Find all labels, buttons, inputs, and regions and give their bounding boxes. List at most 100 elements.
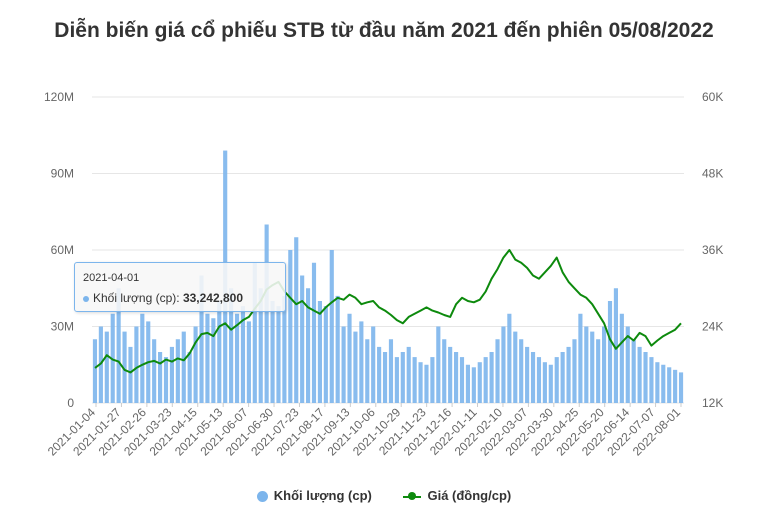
volume-bar (542, 362, 547, 403)
volume-bar (353, 331, 358, 403)
volume-bar (181, 331, 186, 403)
volume-bar (264, 224, 269, 403)
volume-bar (116, 288, 121, 403)
volume-bar (667, 367, 672, 403)
volume-bar (590, 331, 595, 403)
volume-bar (377, 346, 382, 403)
volume-bar (548, 364, 553, 403)
volume-bar (288, 250, 293, 403)
volume-bar (578, 313, 583, 403)
volume-bar (306, 288, 311, 403)
volume-bar (454, 352, 459, 403)
volume-bar (169, 346, 174, 403)
left-tick-label: 90M (51, 167, 74, 181)
volume-bar (459, 357, 465, 403)
legend-item-volume[interactable]: Khối lượng (cp) (256, 488, 372, 504)
volume-bar (519, 339, 524, 403)
right-axis-ticks: 12K 24K 36K 48K 60K (702, 90, 723, 410)
volume-bar (566, 346, 571, 403)
tooltip-label: Khối lượng (cp): (93, 291, 183, 305)
tooltip-date: 2021-04-01 (83, 272, 140, 284)
price-series-line (94, 249, 682, 374)
volume-bar (554, 357, 559, 403)
volume-bar (489, 352, 494, 403)
volume-bar (300, 275, 305, 403)
volume-bar (643, 352, 648, 403)
right-tick-label: 60K (702, 90, 723, 104)
right-tick-label: 24K (702, 320, 723, 334)
volume-bar (442, 339, 447, 403)
volume-bar (418, 362, 423, 403)
volume-bar (347, 313, 352, 403)
volume-bar (388, 339, 394, 403)
volume-bar (448, 346, 453, 403)
volume-bar (525, 346, 530, 403)
legend-price-line-icon (403, 491, 422, 502)
volume-bar (382, 352, 388, 403)
legend-volume-label: Khối lượng (cp) (273, 488, 372, 504)
volume-bar (276, 306, 281, 403)
legend-price-label: Giá (đồng/cp) (427, 488, 512, 504)
volume-bar (163, 357, 169, 403)
volume-bar (430, 357, 435, 403)
volume-bar (282, 295, 287, 403)
right-tick-label: 48K (702, 167, 723, 181)
volume-bar (673, 369, 678, 403)
volume-bar (406, 346, 411, 403)
left-tick-label: 0 (67, 396, 74, 410)
volume-bar (335, 295, 340, 403)
volume-bar (175, 339, 180, 403)
volume-bar (412, 357, 417, 403)
tooltip-row: Khối lượng (cp): 33,242,800 (83, 291, 243, 305)
volume-bar (483, 357, 488, 403)
volume-bar (631, 339, 636, 403)
volume-bar (134, 326, 139, 403)
x-axis-ticks: 2021-01-042021-01-272021-02-262021-03-23… (45, 403, 683, 459)
volume-bar (158, 352, 163, 403)
volume-bar (323, 306, 328, 403)
volume-bar (122, 331, 127, 403)
volume-bar (140, 313, 145, 403)
right-tick-label: 12K (702, 396, 723, 410)
volume-bar (637, 346, 642, 403)
volume-bar (234, 313, 240, 403)
right-tick-label: 36K (702, 243, 723, 257)
volume-bar (465, 364, 470, 403)
volume-bar (193, 326, 198, 403)
volume-bar (371, 326, 376, 403)
tooltip-value: 33,242,800 (182, 291, 243, 305)
volume-bar (246, 321, 251, 403)
volume-bar (258, 288, 263, 403)
volume-bar (317, 301, 322, 403)
left-tick-label: 60M (51, 243, 74, 257)
volume-bar (572, 339, 577, 403)
grid-lines (92, 96, 684, 404)
left-axis-ticks: 0 30M 60M 90M 120M (44, 90, 74, 410)
volume-bar (625, 326, 630, 403)
price-line (94, 249, 682, 374)
volume-bar (400, 352, 405, 403)
volume-bar (92, 339, 98, 403)
chart-title: Diễn biến giá cổ phiếu STB từ đầu năm 20… (54, 19, 714, 42)
volume-bar (294, 237, 299, 403)
volume-bar (229, 288, 234, 403)
volume-bar (596, 339, 601, 403)
volume-bar (104, 331, 109, 403)
volume-bar (187, 352, 192, 403)
volume-bar (471, 367, 476, 403)
legend: Khối lượng (cp) Giá (đồng/cp) (0, 487, 768, 503)
legend-item-price[interactable]: Giá (đồng/cp) (403, 488, 511, 503)
volume-bar (252, 262, 257, 403)
volume-bar (477, 362, 482, 403)
volume-bar (507, 313, 512, 403)
volume-bar (607, 301, 613, 403)
volume-bar (649, 357, 654, 403)
volume-bar (495, 339, 500, 403)
volume-bar (240, 306, 246, 403)
legend-volume-dot-icon (256, 491, 268, 503)
volume-bar (341, 326, 346, 403)
chart-svg: 0 30M 60M 90M 120M 12K 24K 36K 48K 60K 2021-01-0… (44, 90, 723, 459)
volume-bar (217, 301, 222, 403)
volume-bar (513, 331, 518, 403)
volume-bar (678, 372, 684, 403)
